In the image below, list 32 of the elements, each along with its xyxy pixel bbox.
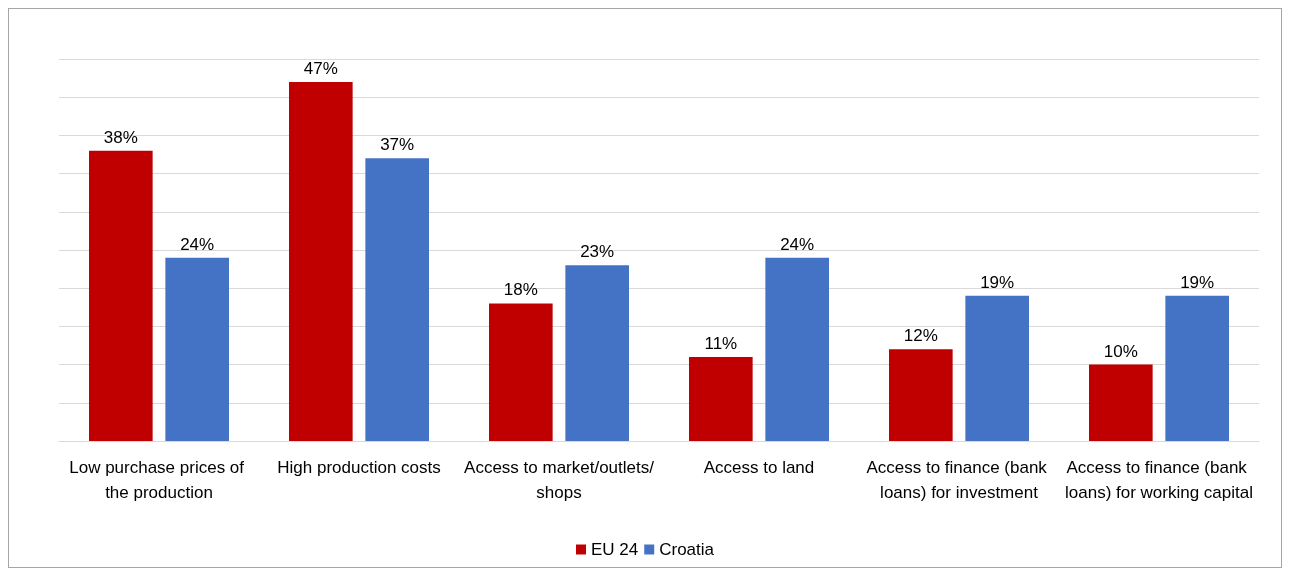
bar [289, 81, 353, 441]
bar [365, 158, 429, 441]
bar [489, 303, 553, 441]
data-label: 12% [903, 326, 938, 346]
bar [689, 356, 753, 441]
x-tick-label: Access to market/outlets/shops [464, 458, 655, 502]
bar [1089, 364, 1153, 441]
x-tick-label: Low purchase prices of the production [69, 458, 249, 502]
data-label: 24% [780, 234, 815, 254]
bar [889, 349, 953, 441]
bar [1165, 295, 1229, 441]
data-label: 19% [1180, 272, 1215, 292]
data-label: 24% [180, 234, 215, 254]
data-label: 10% [1103, 341, 1138, 361]
bar [965, 295, 1029, 441]
data-label: 47% [303, 58, 338, 78]
data-label: 11% [704, 333, 738, 353]
x-tick-label: Access to finance (bank loans) for investment [866, 458, 1052, 502]
data-label: 38% [103, 127, 138, 147]
x-tick-label: High production costs [277, 458, 441, 477]
bar [765, 257, 829, 441]
bar [89, 150, 153, 441]
bar [165, 257, 229, 441]
data-label: 19% [980, 272, 1015, 292]
x-tick-label: Access to finance (bank loans) for working capital [1064, 458, 1254, 502]
data-label: 18% [503, 280, 538, 300]
legend-label: Croatia [659, 540, 715, 559]
data-label: 37% [380, 135, 415, 155]
data-label: 23% [580, 242, 615, 262]
legend-label: EU 24 [590, 540, 639, 559]
x-tick-label: Access to land [703, 458, 815, 477]
bar [565, 265, 629, 441]
